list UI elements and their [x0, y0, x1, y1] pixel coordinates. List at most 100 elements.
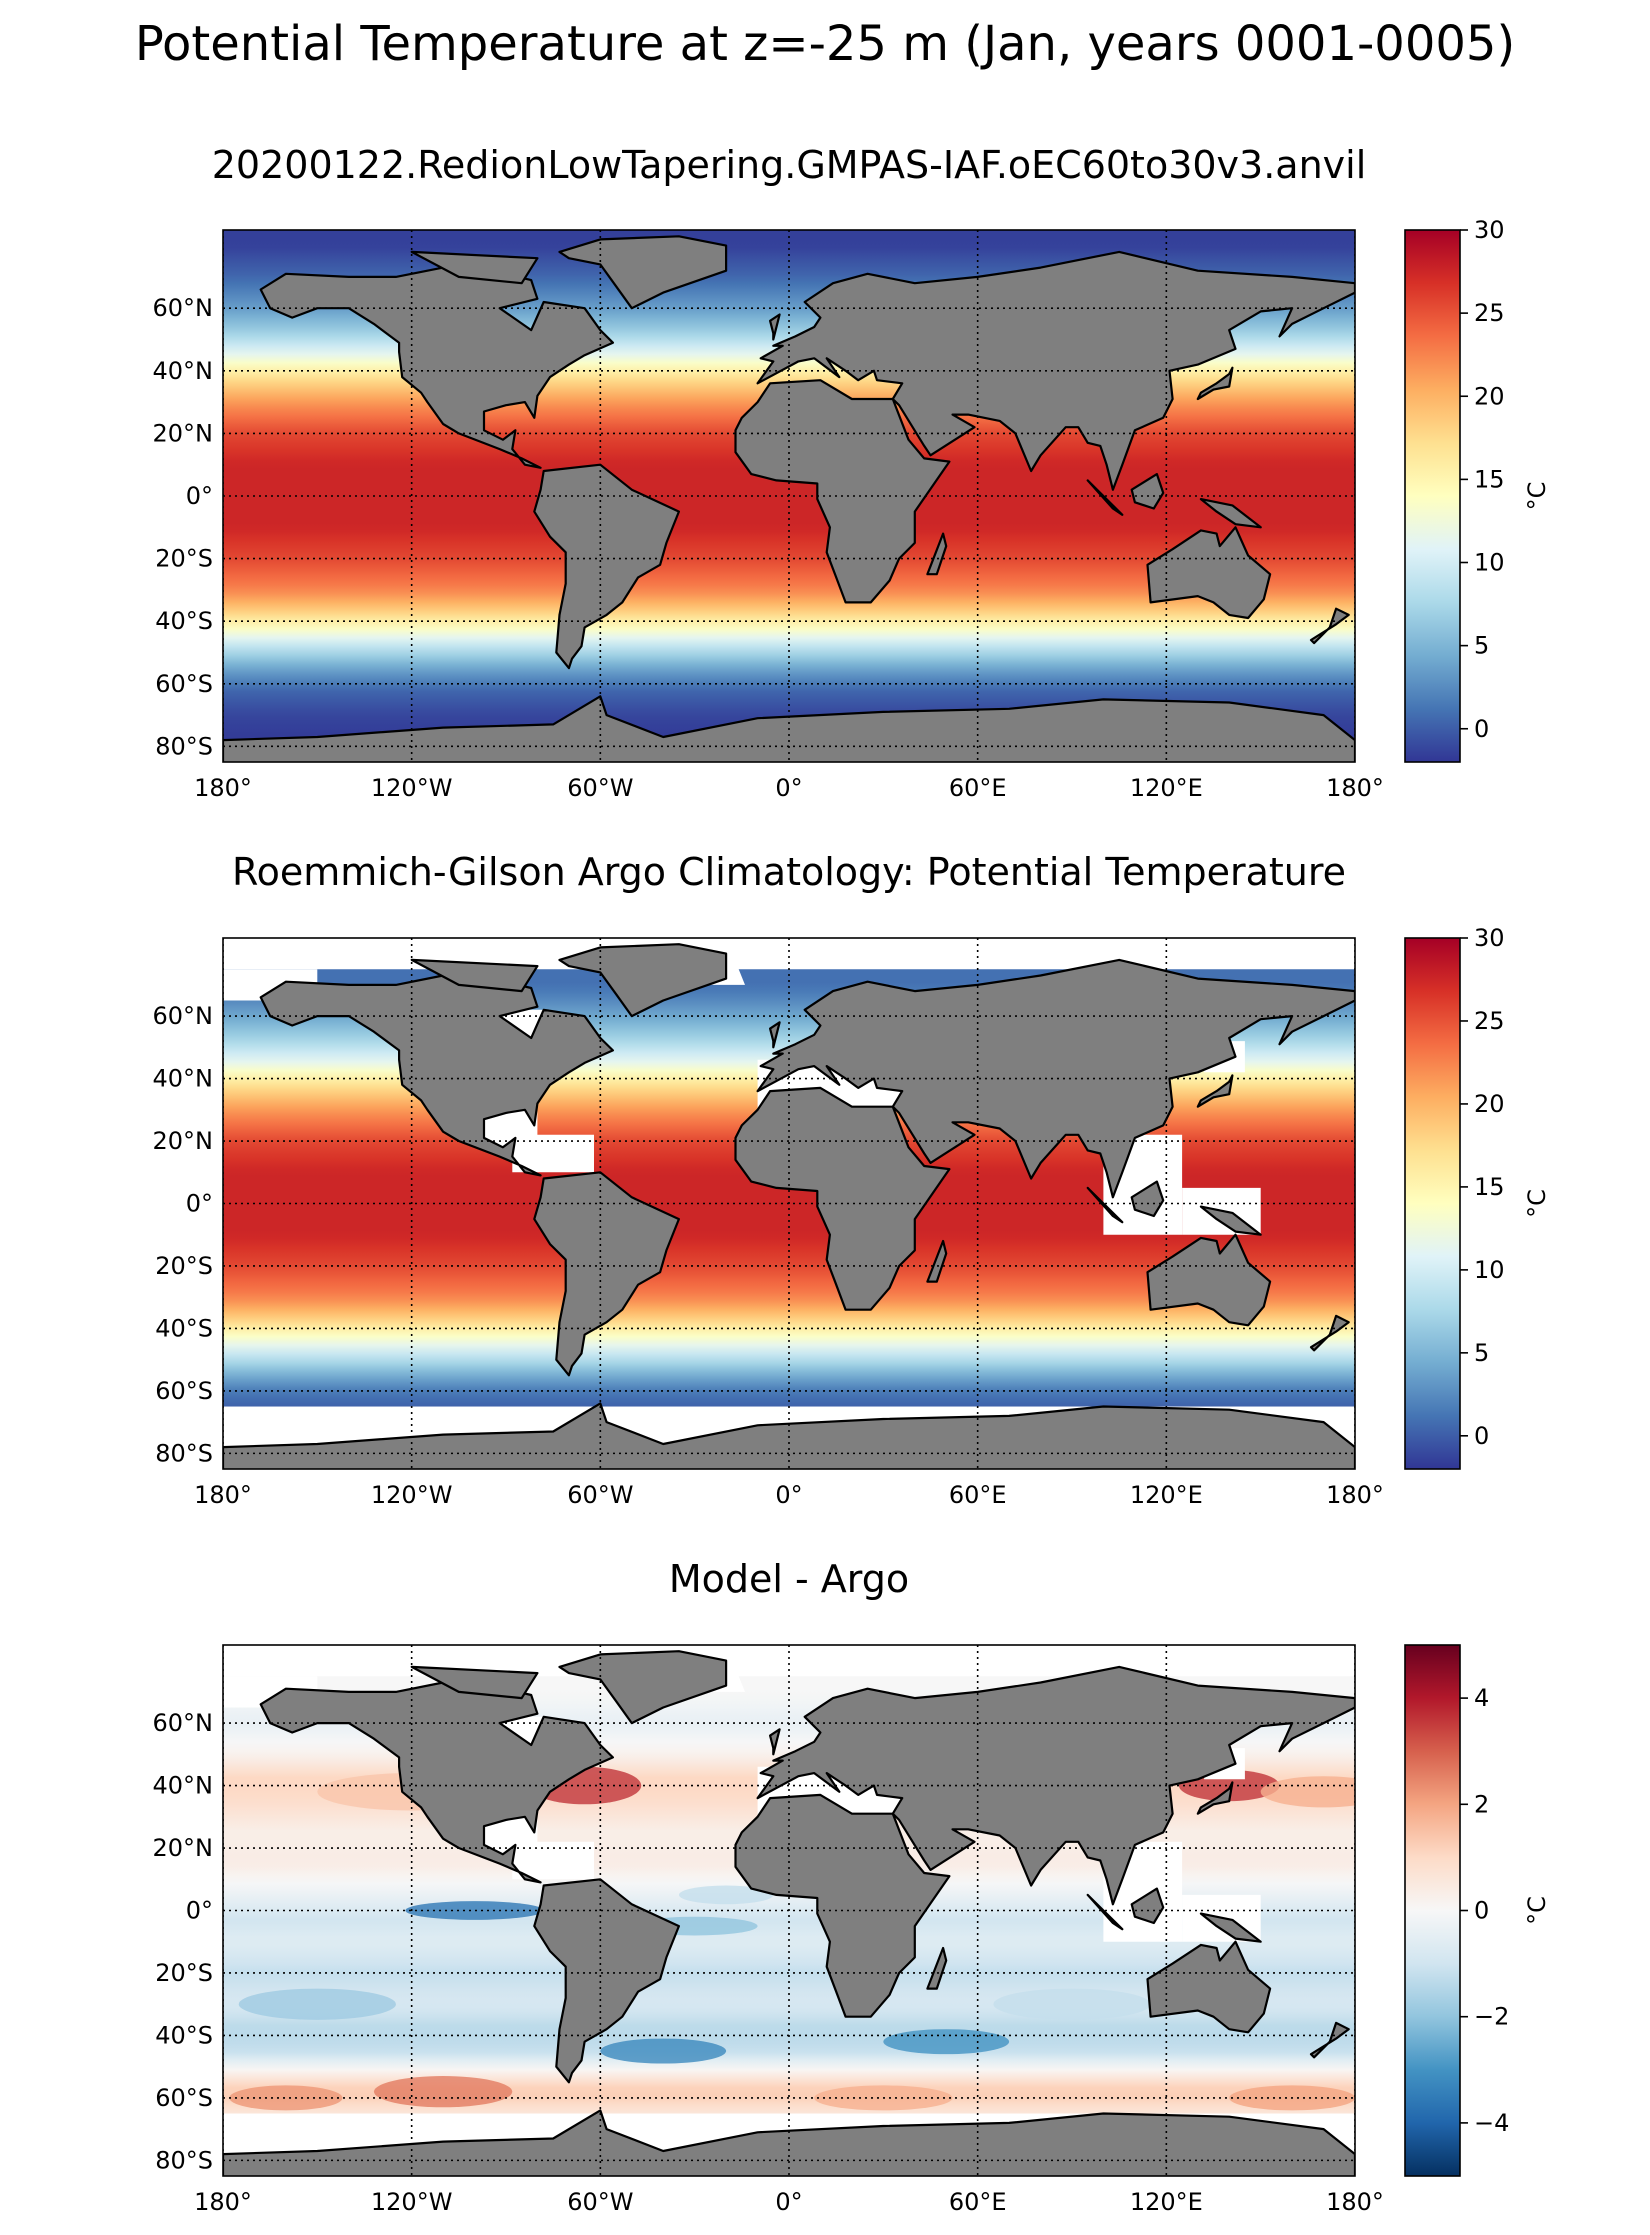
colorbar: [1404, 937, 1461, 1470]
y-tick-label: 40°S: [155, 1314, 213, 1342]
map-frame: [222, 229, 1356, 763]
land-mass: [259, 266, 615, 469]
land-mass: [533, 1878, 681, 2084]
y-tick-label: 80°S: [155, 1439, 213, 1467]
y-tick-label: 40°S: [155, 2021, 213, 2049]
colorbar-tick-label: 2: [1474, 1790, 1489, 1818]
land-mass: [768, 313, 781, 341]
land-mass: [756, 250, 1355, 491]
colorbar-tick-label: 0: [1474, 1422, 1489, 1450]
land-mass: [558, 1650, 728, 1725]
y-tick-label: 40°N: [153, 357, 214, 385]
x-tick-label: 0°: [775, 2188, 802, 2216]
y-tick-label: 60°N: [153, 1002, 214, 1030]
colorbar-tick-label: −2: [1474, 2003, 1509, 2031]
x-tick-label: 120°E: [1130, 1481, 1203, 1509]
land-mass: [768, 1728, 781, 1756]
y-tick-label: 0°: [186, 1190, 213, 1218]
panel-3-title: Model - Argo: [669, 1557, 909, 1601]
y-tick-label: 80°S: [155, 732, 213, 760]
colorbar-tick-label: 20: [1474, 382, 1505, 410]
land-mass: [926, 532, 948, 576]
x-tick-label: 60°E: [949, 2188, 1007, 2216]
y-tick-label: 40°N: [153, 1065, 214, 1093]
land-mass: [768, 1021, 781, 1049]
x-tick-label: 120°E: [1130, 774, 1203, 802]
anomaly-patch: [993, 1988, 1151, 2020]
land-mass: [558, 235, 728, 310]
x-tick-label: 60°W: [567, 774, 633, 802]
map-frame: [222, 937, 1356, 1470]
land-mass: [1146, 526, 1272, 620]
anomaly-patch: [600, 2038, 727, 2064]
land-mass: [1309, 1314, 1350, 1352]
colorbar-tick-label: −4: [1474, 2109, 1509, 2137]
x-tick-label: 180°: [194, 2188, 252, 2216]
land-mass: [259, 1681, 615, 1884]
land-mass: [1130, 473, 1165, 510]
land-mass: [756, 1665, 1355, 1906]
y-tick-label: 40°N: [153, 1772, 214, 1800]
y-tick-label: 0°: [186, 1897, 213, 1925]
land-mass: [926, 1239, 948, 1283]
panel-2-title: Roemmich-Gilson Argo Climatology: Potent…: [232, 850, 1346, 894]
x-tick-label: 120°E: [1130, 2188, 1203, 2216]
colorbar-tick-label: 25: [1474, 299, 1505, 327]
x-tick-label: 120°W: [371, 1481, 453, 1509]
y-tick-label: 80°S: [155, 2146, 213, 2174]
x-tick-label: 180°: [1326, 774, 1384, 802]
nodata-region: [512, 1841, 594, 1880]
land-mass: [1130, 1180, 1165, 1218]
y-tick-label: 20°S: [155, 545, 213, 573]
colorbar: [1404, 229, 1461, 763]
anomaly-patch: [229, 2085, 343, 2111]
x-tick-label: 60°E: [949, 1481, 1007, 1509]
land-mass: [926, 1946, 948, 1990]
x-tick-label: 120°W: [371, 774, 453, 802]
x-tick-label: 60°W: [567, 2188, 633, 2216]
land-mass: [1199, 1912, 1262, 1943]
colorbar-tick-label: 25: [1474, 1007, 1505, 1035]
colorbar-tick-label: 30: [1474, 924, 1505, 952]
panel-1-title: 20200122.RedionLowTapering.GMPAS-IAF.oEC…: [212, 143, 1367, 187]
anomaly-patch: [678, 1885, 774, 1905]
land-mass: [756, 958, 1355, 1199]
nodata-region: [223, 1645, 1355, 1677]
x-tick-label: 180°: [194, 774, 252, 802]
land-mass: [1146, 1233, 1272, 1327]
y-tick-label: 20°N: [153, 1834, 214, 1862]
land-mass: [1309, 2021, 1350, 2059]
colorbar-tick-label: 15: [1474, 465, 1505, 493]
colorbar-tick-label: 15: [1474, 1173, 1505, 1201]
x-tick-label: 60°E: [949, 774, 1007, 802]
land-mass: [1146, 1940, 1272, 2034]
x-tick-label: 120°W: [371, 2188, 453, 2216]
nodata-region: [512, 1134, 594, 1173]
land-mass: [259, 974, 615, 1177]
land-mass: [410, 250, 539, 285]
land-mass: [533, 463, 681, 670]
land-mass: [1086, 1893, 1124, 1931]
land-mass: [1199, 1205, 1262, 1236]
y-tick-label: 20°S: [155, 1252, 213, 1280]
colorbar-tick-label: 5: [1474, 1339, 1489, 1367]
y-tick-label: 20°N: [153, 1127, 214, 1155]
y-tick-label: 20°N: [153, 419, 214, 447]
x-tick-label: 0°: [775, 1481, 802, 1509]
land-mass: [1196, 366, 1234, 401]
colorbar-tick-label: 0: [1474, 715, 1489, 743]
anomaly-patch: [373, 2076, 513, 2108]
land-mass: [410, 1665, 539, 1700]
colorbar-tick-label: 30: [1474, 216, 1505, 244]
colorbar-label: °C: [1523, 482, 1551, 511]
land-mass: [1196, 1074, 1234, 1108]
colorbar-label: °C: [1523, 1189, 1551, 1218]
colorbar: [1404, 1644, 1461, 2177]
land-mass: [1086, 1186, 1124, 1224]
map-frame: [222, 1644, 1356, 2177]
figure-title: Potential Temperature at z=-25 m (Jan, y…: [135, 16, 1515, 72]
land-mass: [1199, 498, 1262, 529]
land-mass: [1086, 479, 1124, 516]
land-mass: [1130, 1887, 1165, 1925]
